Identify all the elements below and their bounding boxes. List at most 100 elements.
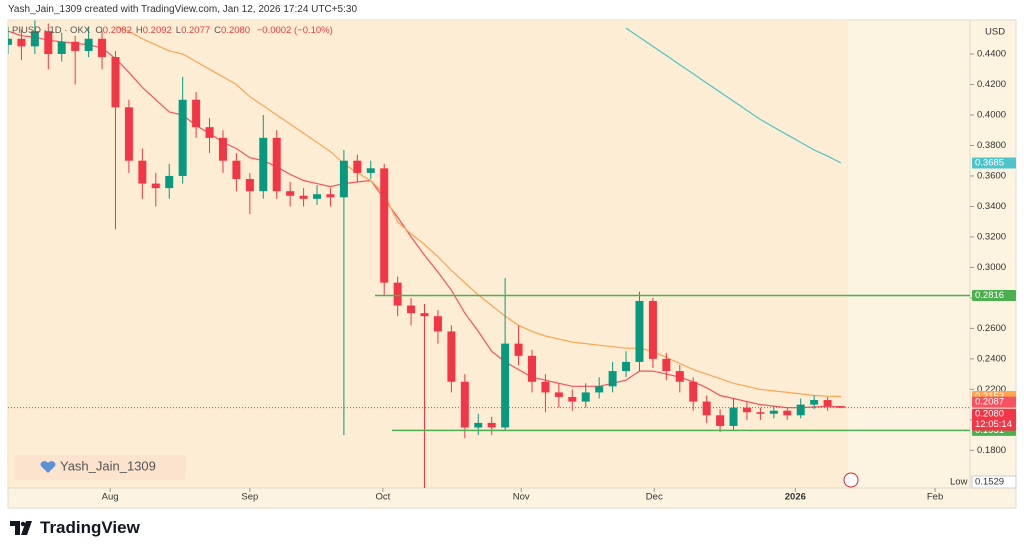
price-tag-label: 0.2153	[975, 391, 1004, 402]
candle-body	[595, 386, 604, 393]
ohlc: O0.2082 H0.2092 L0.2077 C0.2080	[95, 25, 254, 36]
candle-body	[205, 127, 214, 138]
header: Yash_Jain_1309 created with TradingView.…	[8, 4, 358, 15]
candle-body	[165, 175, 174, 189]
candle-body	[17, 38, 26, 47]
logo	[10, 521, 32, 535]
candle-body	[84, 38, 93, 51]
candle-body	[487, 422, 496, 428]
candle-body	[218, 137, 227, 161]
candle-body	[313, 194, 322, 199]
candle-body	[272, 137, 281, 192]
price-tag	[972, 289, 1016, 301]
x-tick-label: Nov	[513, 492, 530, 503]
candle-body	[823, 400, 832, 407]
candle-body	[178, 99, 187, 176]
y-tick-label: 0.2600	[977, 323, 1006, 334]
candle-body	[474, 422, 483, 428]
candle-body	[742, 407, 751, 413]
moving-average	[625, 27, 842, 164]
y-tick-label: 0.3400	[977, 201, 1006, 212]
low-value: 0.1529	[975, 477, 1004, 488]
candle-body	[57, 41, 66, 54]
countdown: 12:05:14	[975, 419, 1012, 430]
ohlc-value: 0.2082	[102, 25, 132, 36]
watermark-box	[14, 455, 186, 480]
y-tick-label: 0.4200	[977, 79, 1006, 90]
heart-icon	[40, 461, 56, 473]
candle-body	[541, 381, 550, 393]
symbol: PIUSD · 1D · OKX	[12, 25, 91, 36]
candle-body	[339, 160, 348, 198]
candle-body	[420, 313, 429, 317]
chart: USD Yash_Jain_1309 0.18000.20000.22000.2…	[7, 19, 1017, 509]
x-tick-label: Dec	[646, 492, 663, 503]
candle-body	[581, 392, 590, 402]
price-tag-label: 0.2087	[975, 397, 1004, 408]
ohlc-value: 0.2077	[181, 25, 211, 36]
candle-body	[769, 410, 778, 414]
candle-body	[527, 355, 536, 382]
moving-average	[8, 30, 841, 409]
candle-body	[460, 381, 469, 428]
candle-body	[71, 41, 80, 51]
y-tick-label: 0.3800	[977, 140, 1006, 151]
flag-icon	[843, 472, 859, 488]
brand: TradingView	[40, 518, 140, 537]
candle-body	[501, 343, 510, 428]
low-tag	[971, 475, 1017, 489]
candle-body	[151, 183, 160, 189]
candle-body	[568, 396, 577, 402]
candle-body	[380, 168, 389, 283]
candle-body	[716, 415, 725, 426]
y-tick-label: 0.2400	[977, 353, 1006, 364]
candle-body	[635, 300, 644, 362]
candle-body	[245, 178, 254, 192]
candle-body	[756, 412, 765, 414]
candle-body	[98, 38, 107, 58]
candle-body	[124, 107, 133, 161]
candle-body	[796, 404, 805, 416]
candle-body	[433, 316, 442, 332]
x-tick-label: Sep	[241, 492, 258, 503]
y-tick-label: 0.4400	[977, 49, 1006, 60]
price-tag	[972, 157, 1016, 169]
price-tag-label: 0.2080	[975, 409, 1004, 420]
x-tick-label: Aug	[102, 492, 119, 503]
candle-body	[622, 361, 631, 372]
price-tag	[972, 408, 1016, 431]
candle-body	[662, 358, 671, 372]
candle-body	[138, 160, 147, 184]
candle-body	[514, 343, 523, 356]
candle-body	[192, 99, 201, 128]
ohlc-key: H	[135, 25, 143, 36]
candle-body	[554, 392, 563, 397]
price-tag-label: 0.3685	[975, 158, 1004, 169]
x-tick-label: Oct	[375, 492, 390, 503]
y-tick-label: 0.1800	[977, 445, 1006, 456]
candle-body	[447, 331, 456, 382]
candle-body	[675, 371, 684, 382]
candle-body	[30, 31, 39, 47]
change: −0.0002 (−0.10%)	[256, 25, 333, 36]
x-tick-label: 2026	[785, 492, 806, 503]
candle-body	[407, 305, 416, 314]
candle-body	[648, 300, 657, 359]
y-tick-label: 0.3000	[977, 262, 1006, 273]
candle-body	[608, 371, 617, 387]
candle-body	[689, 381, 698, 402]
candle-body	[259, 137, 268, 192]
candle-body	[729, 407, 738, 426]
ohlc-key: L	[175, 25, 182, 36]
footer: TradingView	[10, 518, 140, 538]
candle-body	[702, 401, 711, 416]
ohlc-value: 0.2080	[221, 25, 251, 36]
low-label: Low	[950, 477, 968, 488]
candle-body	[232, 160, 241, 179]
ohlc-key: C	[214, 25, 222, 36]
price-tag-label: 0.2816	[975, 290, 1004, 301]
watermark: Yash_Jain_1309	[60, 458, 156, 473]
candle-body	[393, 282, 402, 306]
ohlc-value: 0.2092	[142, 25, 172, 36]
